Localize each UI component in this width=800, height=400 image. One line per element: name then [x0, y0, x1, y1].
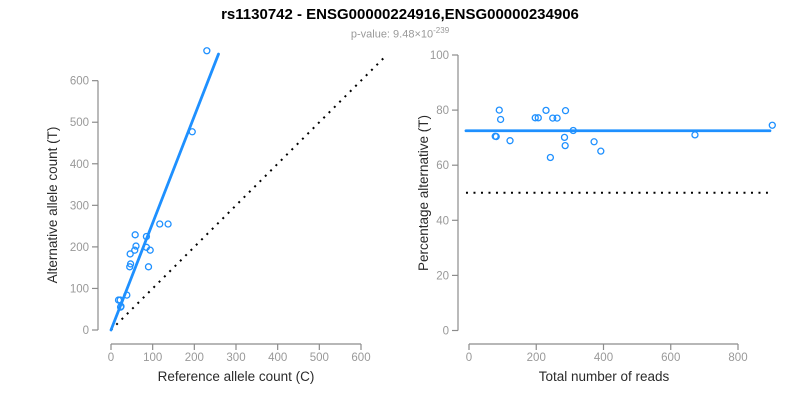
data-point	[561, 107, 570, 115]
y-tick-label: 60	[436, 160, 449, 172]
x-tick-label: 800	[728, 352, 747, 364]
y-tick-label: 500	[70, 117, 89, 129]
data-point	[188, 128, 196, 136]
y-tick-label: 600	[70, 76, 89, 88]
data-point	[126, 260, 135, 268]
data-point	[144, 263, 153, 271]
y-tick-label: 400	[70, 159, 89, 171]
data-point	[768, 121, 776, 129]
y-tick-label: 0	[443, 326, 449, 338]
data-point	[132, 242, 140, 250]
left-scatter-panel: 0 100 200 300 400 500 600 0 100 200 300 400 500 600 Re…	[45, 47, 388, 384]
data-point	[553, 114, 561, 122]
data-point	[542, 106, 550, 115]
data-point	[534, 114, 542, 122]
p-value-exponent: -239	[433, 26, 450, 35]
x-tick-label: 600	[661, 352, 680, 364]
x-tick-label: 600	[351, 352, 370, 364]
regression-line	[109, 52, 220, 332]
x-tick-label: 400	[268, 352, 287, 364]
x-axis-title: Reference allele count (C)	[158, 369, 315, 384]
data-point	[546, 153, 555, 162]
y-tick-label: 100	[70, 283, 89, 295]
data-point	[531, 114, 539, 122]
data-point	[131, 246, 139, 254]
x-tick-label: 0	[466, 352, 472, 364]
y-tick-label: 0	[83, 325, 89, 337]
y-tick-label: 80	[436, 105, 449, 117]
data-point	[561, 141, 569, 150]
y-tick-label: 300	[70, 200, 89, 212]
x-tick-label: 500	[310, 352, 329, 364]
data-point	[156, 220, 164, 228]
y-tick-label: 100	[430, 50, 449, 62]
identity-line	[110, 54, 388, 331]
right-scatter-panel: 0 20 40 60 80 100 0 200 400 600 800 Total number of…	[416, 50, 776, 384]
y-tick-label: 40	[436, 215, 449, 227]
data-point	[560, 133, 569, 142]
data-point	[126, 250, 134, 258]
data-point	[495, 106, 503, 114]
data-point	[203, 47, 211, 55]
x-tick-label: 200	[527, 352, 546, 364]
data-point	[691, 131, 699, 139]
data-point	[142, 232, 151, 241]
data-point	[549, 114, 557, 122]
data-point	[590, 138, 598, 146]
data-point	[496, 115, 505, 124]
x-tick-label: 0	[108, 352, 114, 364]
data-point	[123, 291, 131, 299]
y-axis-title: Percentage alternative (T)	[416, 115, 431, 271]
x-axis-title: Total number of reads	[539, 369, 670, 384]
data-point	[492, 132, 500, 141]
data-point	[569, 126, 577, 135]
y-tick-label: 20	[436, 270, 449, 282]
x-tick-label: 100	[143, 352, 162, 364]
x-tick-label: 200	[185, 352, 204, 364]
x-tick-label: 300	[226, 352, 245, 364]
page-title: rs1130742 - ENSG00000224916,ENSG00000234…	[221, 6, 579, 23]
data-point	[146, 246, 154, 254]
data-point	[117, 302, 125, 310]
data-point	[597, 147, 605, 155]
y-axis-title: Alternative allele count (T)	[45, 127, 60, 284]
p-value-text: p-value: 9.48×10	[350, 28, 434, 41]
data-point	[131, 231, 139, 239]
x-tick-label: 400	[594, 352, 613, 364]
data-point	[164, 220, 172, 228]
data-point	[506, 137, 514, 145]
p-value-subtitle: p-value: 9.48×10-239	[0, 26, 800, 41]
y-tick-label: 200	[70, 242, 89, 254]
